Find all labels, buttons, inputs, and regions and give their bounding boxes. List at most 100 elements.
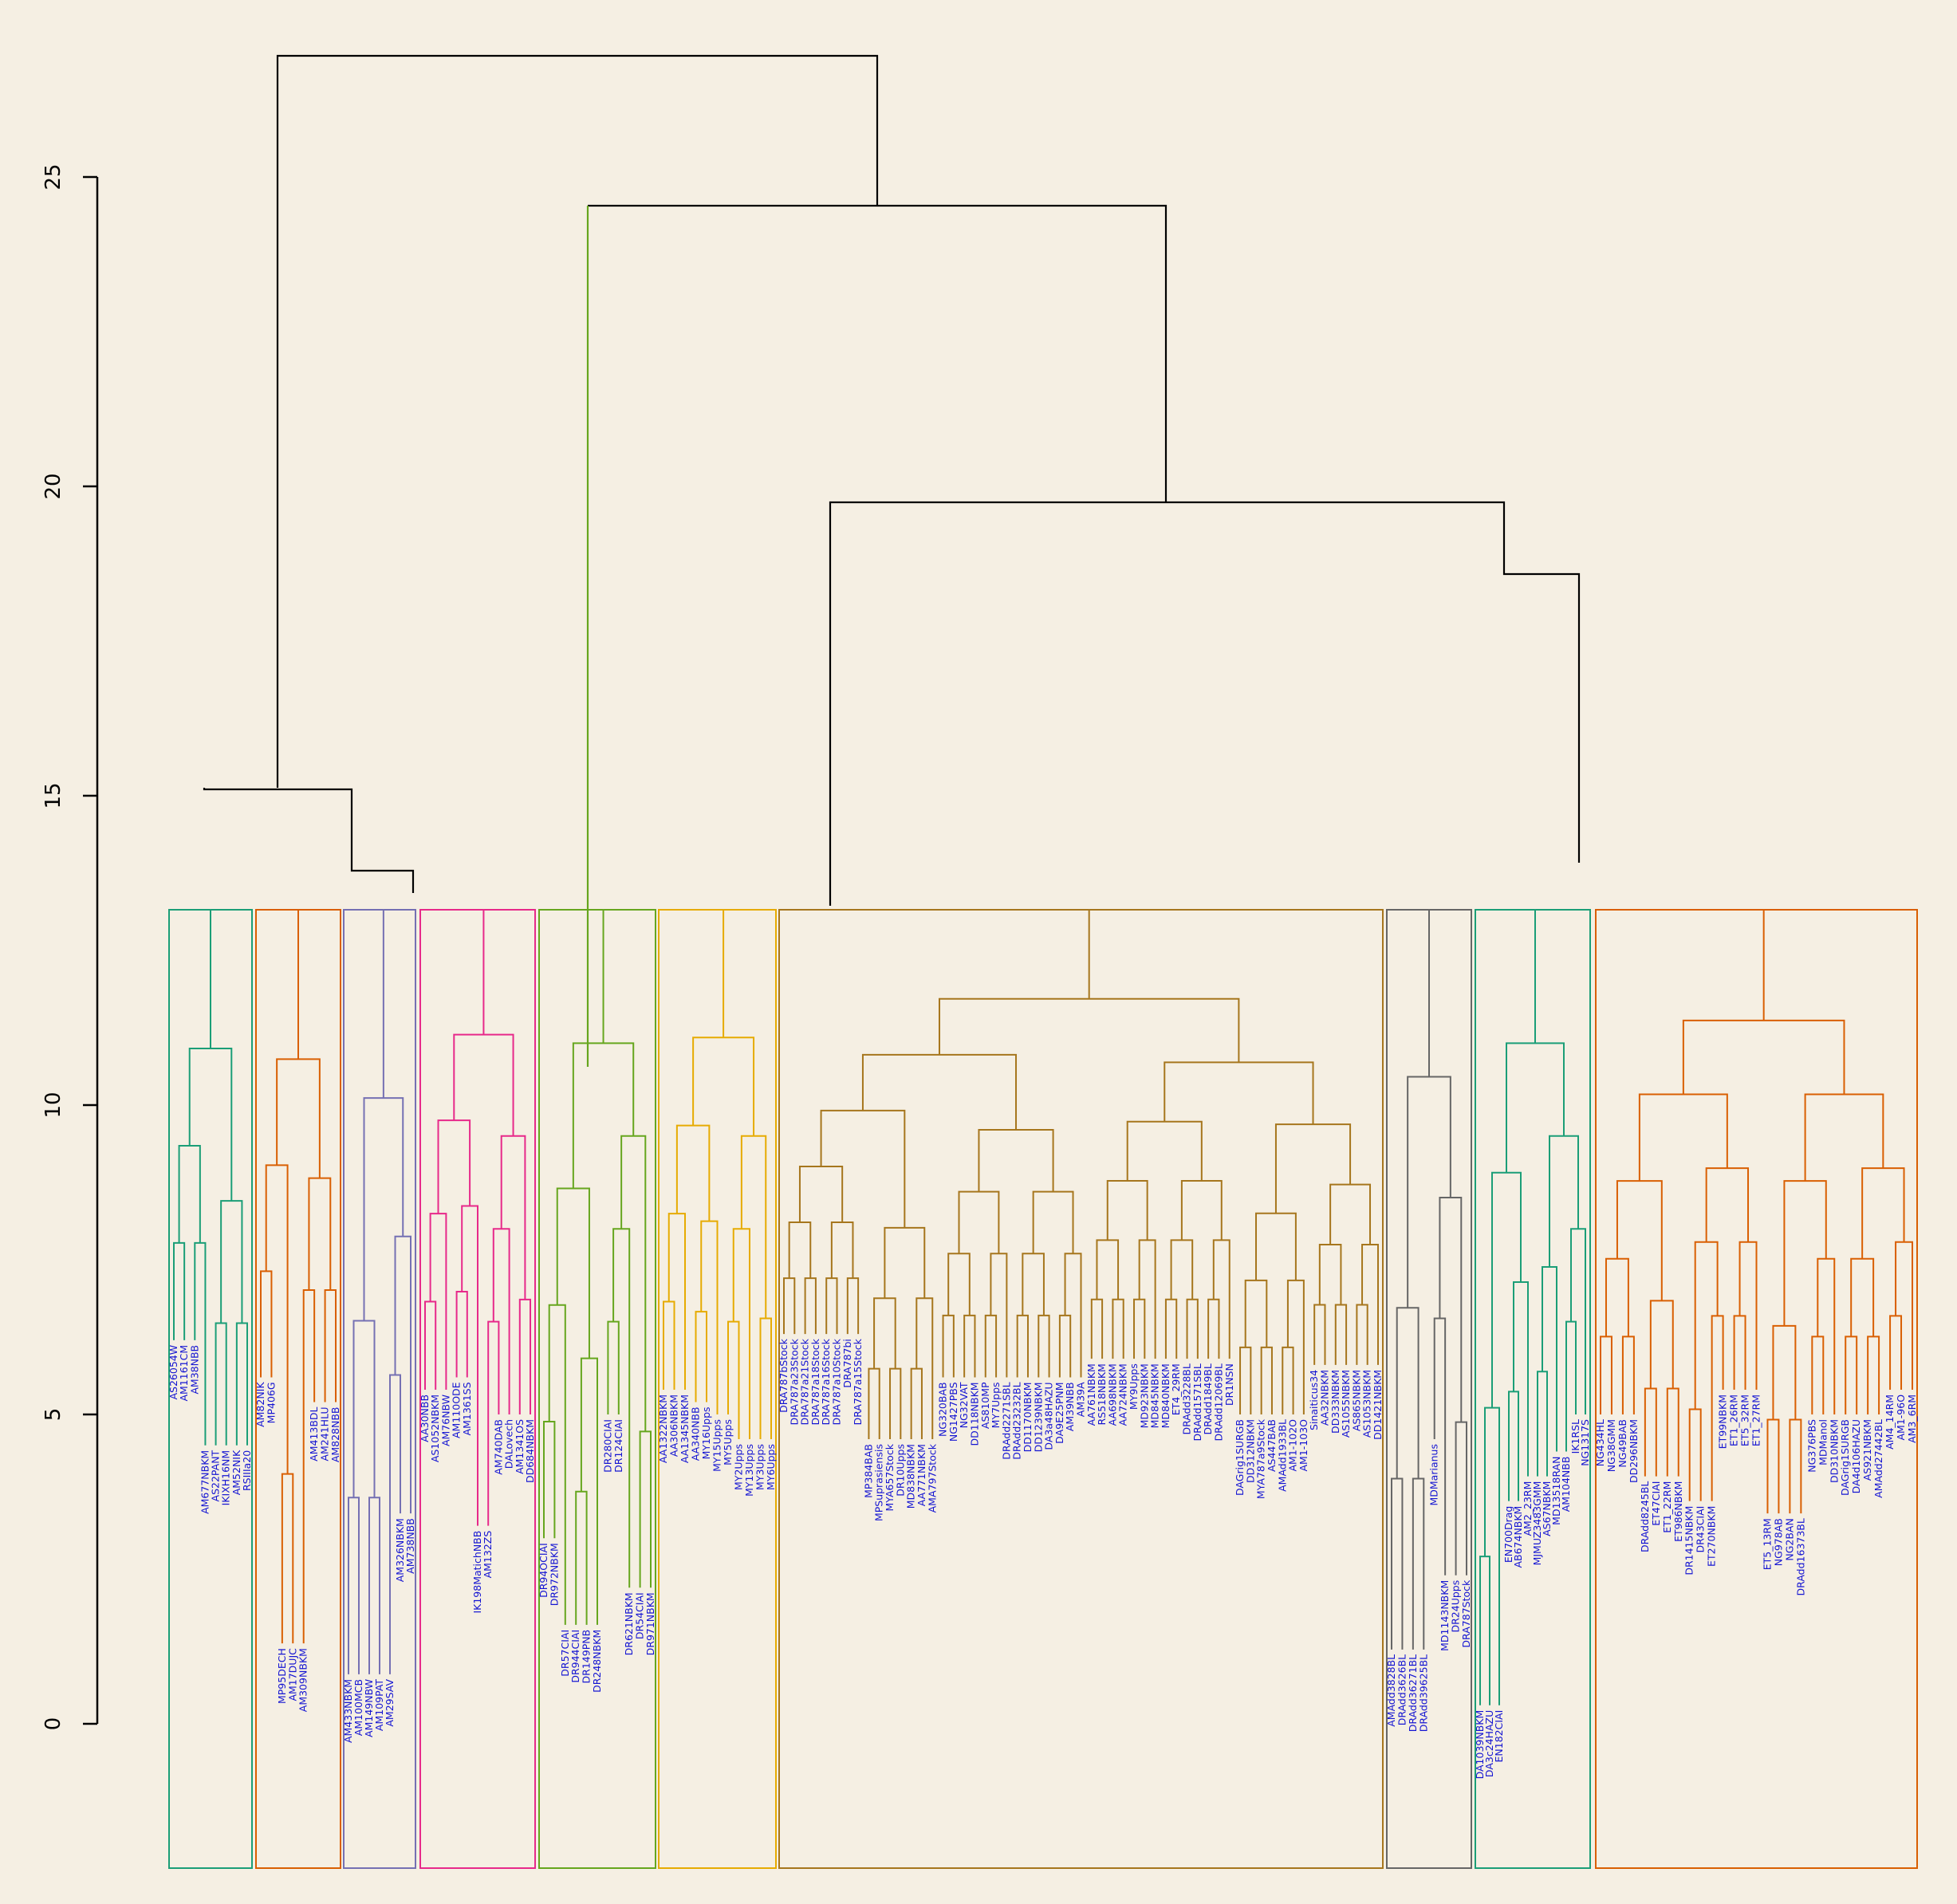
dendrogram-link <box>938 997 1240 1063</box>
dendrogram-link <box>518 1298 531 1414</box>
leaf-label: MY15Upps <box>711 1419 723 1472</box>
y-axis: 0 5 10 15 20 25 <box>41 163 99 1730</box>
dendrogram-link <box>548 1304 566 1625</box>
dendrogram-link <box>700 1220 719 1414</box>
leaf-label: AA761NBKM <box>1085 1363 1097 1426</box>
dendrogram-link <box>788 1221 812 1279</box>
dendrogram-link <box>1244 1279 1268 1347</box>
leaf-label: DRA787a18Stock <box>809 1338 821 1425</box>
leaf-label: AM82NIK <box>254 1382 266 1427</box>
leaf-label: DRA787a10Stock <box>831 1338 843 1425</box>
y-tick-label: 25 <box>41 163 65 190</box>
leaf-label: Sinaiticus34 <box>1308 1370 1320 1430</box>
leaf-label: MY13Upps <box>743 1444 755 1497</box>
dendrogram-link <box>1356 1304 1368 1365</box>
leaf-label: MD845NBKM <box>1149 1363 1161 1428</box>
leaf-label: DD310NBKM <box>1828 1419 1840 1483</box>
leaf-label: AM104NBB <box>1560 1457 1572 1513</box>
leaf-label: AS810MP <box>979 1382 991 1429</box>
leaf-label: IK198MatichNBB <box>471 1531 483 1614</box>
dendrogram-link <box>1138 1239 1156 1359</box>
cluster-group: AMAdd3828BLDRAdd3626BLDRAdd36271BLDRAdd3… <box>1385 909 1472 1869</box>
dendrogram-link <box>820 1109 906 1228</box>
leaf-label: DRA787bStock <box>778 1338 789 1413</box>
leaf-label: MP384BAB <box>862 1444 874 1498</box>
leaf-label: AM17DUJC <box>286 1648 298 1701</box>
dendrogram-link <box>1334 1304 1348 1365</box>
leaf-label: ET1_22RM <box>1661 1481 1673 1533</box>
leaf-label: DD296NBKM <box>1628 1419 1640 1483</box>
leaf-label: AS1055NBKM <box>1340 1370 1352 1438</box>
dendrogram-link <box>675 1124 711 1221</box>
dendrogram-link <box>394 1235 411 1514</box>
cluster-box <box>343 909 416 1869</box>
leaf-label: DD1239NBKM <box>1032 1382 1044 1452</box>
link-right-cluster <box>829 501 1581 906</box>
dendrogram-link <box>215 1322 227 1446</box>
leaf-label: AB674NBKM <box>1512 1506 1524 1568</box>
leaf-label: AS1053NBKM <box>1361 1370 1373 1438</box>
leaf-label: MYA657Stock <box>884 1443 896 1511</box>
dendrogram-link <box>453 1033 514 1136</box>
leaf-label: NG32VAT <box>958 1382 970 1428</box>
leaf-label: EN700Drag <box>1502 1506 1514 1563</box>
leaf-label: AS67NBKM <box>1541 1481 1553 1536</box>
cluster-group: DRA787bStockDRA787a23StockDRA787a21Stock… <box>778 909 1384 1869</box>
leaf-label: DA1039NBKM <box>1474 1710 1486 1780</box>
leaf-label: MY5Upps <box>722 1419 734 1465</box>
leaf-label: DD1421NBKM <box>1372 1370 1384 1440</box>
leaf-label: DRA787Stock <box>1460 1579 1472 1648</box>
leaf-label: ET5_32RM <box>1739 1395 1751 1446</box>
leaf-label: DAGrig1SURGB <box>1839 1419 1851 1496</box>
leaf-label: AM433NBKM <box>342 1679 354 1743</box>
dendrogram-link <box>1455 1421 1467 1576</box>
leaf-label: MD1143NBKM <box>1439 1580 1451 1651</box>
leaf-label: AS26054W <box>167 1345 179 1400</box>
leaf-label: RSIIIa20 <box>241 1450 253 1491</box>
dendrogram-link <box>368 1497 380 1674</box>
leaf-label: DA9E25PNM <box>1053 1382 1065 1443</box>
leaf-label: AM100MCB <box>352 1679 364 1736</box>
dendrogram-link <box>759 1317 772 1440</box>
leaf-label: DRAdd16373BL <box>1794 1518 1806 1595</box>
y-tick-label: 20 <box>41 473 65 499</box>
dendrogram-link <box>1170 1239 1194 1300</box>
leaf-label: MYA787a9Stock <box>1255 1418 1267 1499</box>
leaf-label: AA340NBB <box>690 1406 702 1461</box>
leaf-label: MD923NBKM <box>1138 1363 1150 1428</box>
leaf-label: NG434HL <box>1594 1419 1606 1466</box>
leaf-label: MY9Upps <box>1128 1363 1140 1410</box>
leaf-label: DD333NBKM <box>1329 1370 1341 1434</box>
leaf-label: NG320BAB <box>937 1382 949 1437</box>
cluster-group: AA30NBBAS1052NBKMAM76NBWAM110ODEAM1361SS… <box>419 909 536 1869</box>
leaf-label: DRA787bi <box>841 1339 853 1388</box>
leaf-label: NG1317S <box>1579 1419 1591 1466</box>
leaf-label: DRAdd3626BL <box>1396 1654 1408 1725</box>
leaf-label: AM2_23RM <box>1522 1481 1534 1536</box>
leaf-label: DRAdd8245BL <box>1639 1481 1651 1552</box>
leaf-label: AM29SAV <box>384 1678 396 1726</box>
leaf-label: IK1RSL <box>1569 1419 1581 1454</box>
leaf-label: NG978AB <box>1772 1518 1784 1566</box>
leaf-label: DD312NBKM <box>1244 1419 1256 1483</box>
leaf-label: MD838NBKM <box>905 1444 917 1509</box>
leaf-label: AM39NBB <box>1064 1382 1076 1431</box>
leaf-label: DRAdd1849BL <box>1202 1363 1214 1434</box>
cluster-group: AM433NBKMAM100MCBAM149NBWAM109PATAM29SAV… <box>342 909 416 1869</box>
leaf-label: DRAdd12069BL <box>1212 1363 1224 1441</box>
leaf-label: AM326NBKM <box>394 1518 406 1582</box>
dendrogram-link <box>1772 1324 1797 1420</box>
leaf-label: AA771NBKM <box>915 1444 927 1506</box>
dendrogram-link <box>1666 1387 1679 1477</box>
dendrogram-link <box>1649 1300 1674 1389</box>
leaf-label: MP95DECH <box>276 1648 288 1704</box>
leaf-label: EN182CIAI <box>1493 1710 1505 1763</box>
dendrogram-link <box>1789 1418 1802 1514</box>
leaf-label: NG2BAN <box>1783 1518 1795 1560</box>
